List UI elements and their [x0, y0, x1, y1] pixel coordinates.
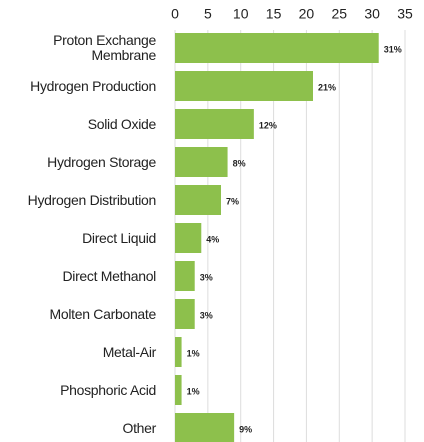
value-label: 7% [226, 196, 239, 206]
y-tick-label: Hydrogen Distribution [27, 191, 157, 208]
x-tick-label: 30 [364, 6, 380, 22]
value-label: 12% [259, 120, 277, 130]
y-tick-label: Phosphoric Acid [60, 381, 156, 398]
bar [175, 33, 379, 63]
y-tick-label: Proton Exchange Membrane [53, 32, 156, 63]
bar [175, 261, 195, 291]
bar [175, 299, 195, 329]
bar [175, 337, 182, 367]
x-tick-label: 20 [299, 6, 315, 22]
x-tick-label: 15 [266, 6, 282, 22]
x-tick-label: 25 [331, 6, 347, 22]
value-label: 21% [318, 82, 336, 92]
value-label: 1% [187, 348, 200, 358]
value-label: 3% [200, 272, 213, 282]
value-label: 31% [384, 44, 402, 54]
value-label: 1% [187, 386, 200, 396]
y-tick-label: Direct Methanol [62, 267, 156, 284]
bar [175, 109, 254, 139]
bar [175, 375, 182, 405]
y-tick-label: Other [122, 419, 156, 436]
value-label: 3% [200, 310, 213, 320]
y-tick-label: Solid Oxide [87, 115, 157, 132]
bar [175, 185, 221, 215]
value-label: 9% [239, 424, 252, 434]
y-tick-label: Hydrogen Storage [47, 153, 156, 170]
value-label: 8% [233, 158, 246, 168]
bar [175, 223, 202, 253]
bar [175, 413, 235, 442]
y-tick-label: Molten Carbonate [49, 305, 157, 322]
y-tick-label: Hydrogen Production [30, 77, 156, 94]
bar [175, 71, 313, 101]
x-tick-label: 10 [233, 6, 249, 22]
y-tick-label: Metal-Air [102, 343, 157, 360]
value-label: 4% [206, 234, 219, 244]
y-tick-label: Direct Liquid [82, 229, 156, 246]
x-tick-label: 5 [204, 6, 212, 22]
x-tick-label: 35 [397, 6, 413, 22]
bar [175, 147, 228, 177]
x-tick-label: 0 [171, 6, 179, 22]
